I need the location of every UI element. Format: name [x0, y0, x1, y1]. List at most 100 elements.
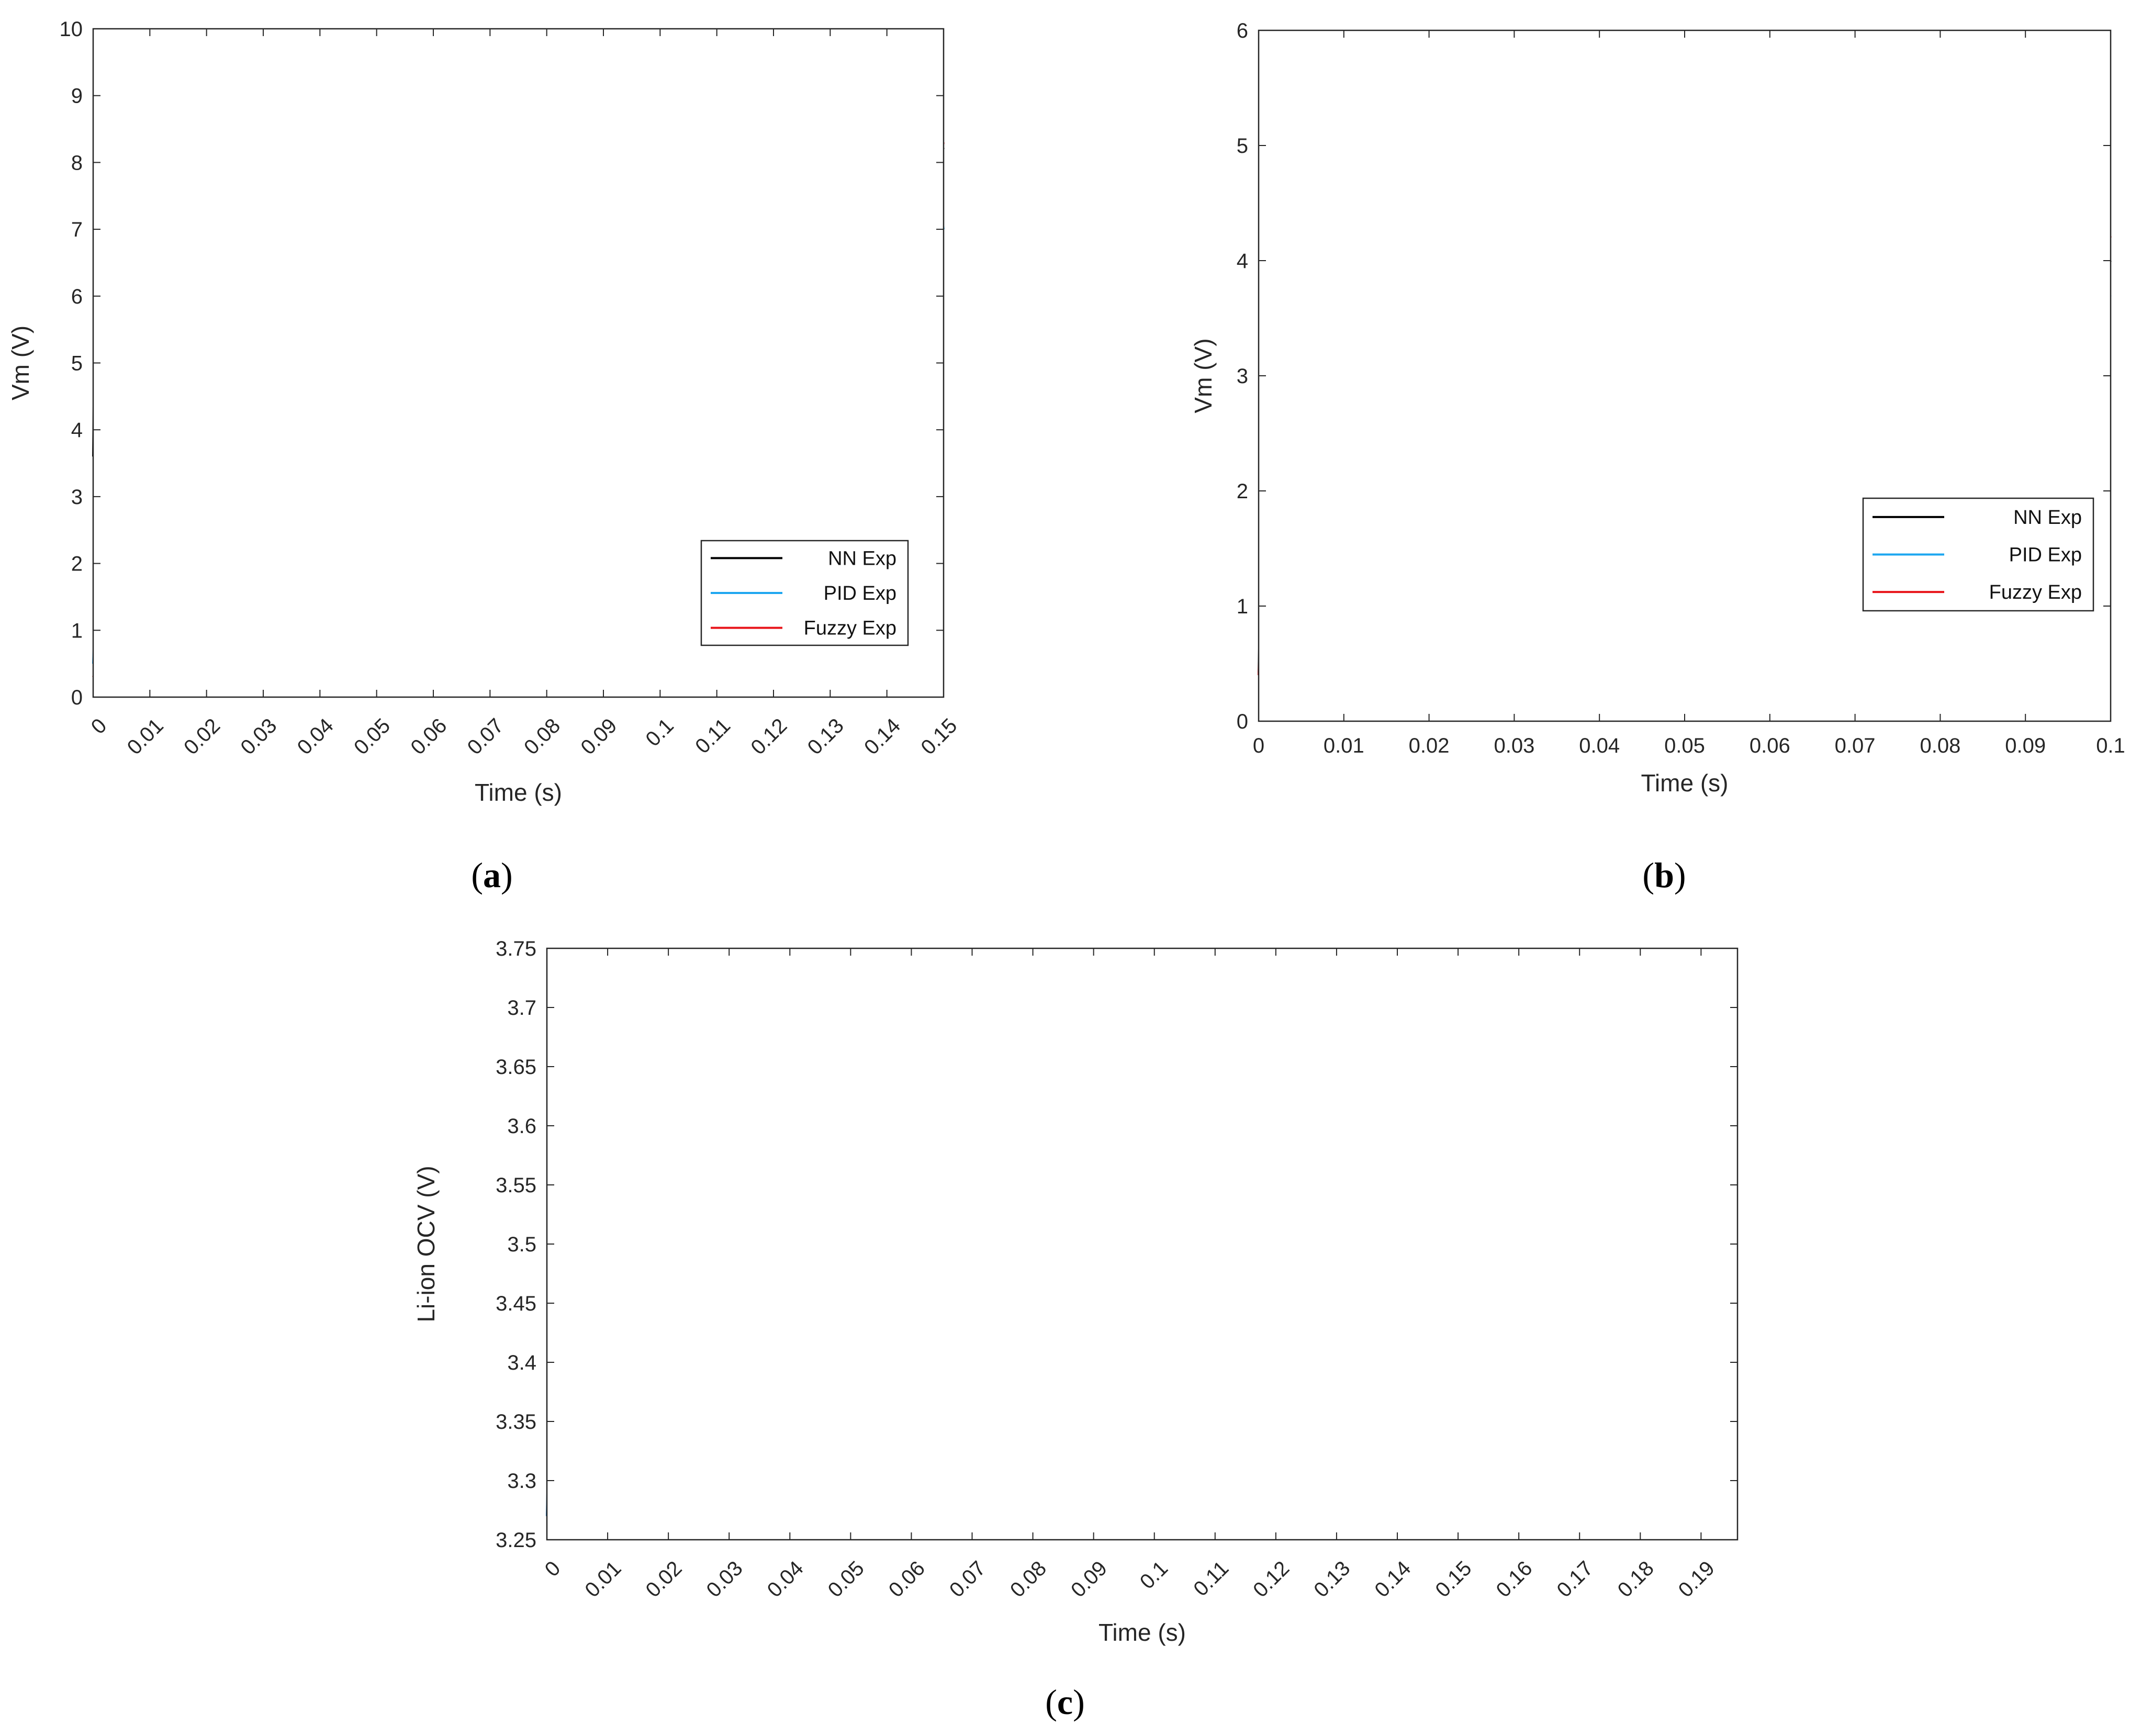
x-tick-label: 0 — [1253, 734, 1264, 757]
x-tick-label: 0.06 — [884, 1556, 929, 1601]
legend-label: PID Exp — [824, 583, 896, 604]
x-tick-label: 0.12 — [1249, 1556, 1294, 1601]
chart-panel-a: 0 0.01 0.02 0.03 0.04 0.05 0.06 0.07 0.08 0.09 0.1… — [7, 18, 962, 895]
y-tick-label: 7 — [71, 218, 83, 241]
legend-label: Fuzzy Exp — [804, 618, 896, 640]
chart-panel-c: 0 0.01 0.02 0.03 0.04 0.05 0.06 0.07 0.08 0.09 0.1… — [412, 937, 1739, 1722]
x-tick-label: 0.1 — [641, 714, 678, 751]
y-tick-label: 4 — [71, 419, 83, 442]
x-tick-label: 0 — [87, 714, 111, 738]
legend-label: Fuzzy Exp — [1989, 581, 2082, 603]
x-tick-label: 0.07 — [945, 1556, 990, 1601]
x-tick-label: 0.03 — [1494, 734, 1534, 757]
y-tick-label: 3.75 — [496, 937, 536, 960]
y-tick-label: 3.7 — [507, 996, 536, 1020]
x-tick-label: 0.09 — [576, 714, 621, 759]
panel-caption: (b) — [1642, 855, 1686, 895]
x-tick-label: 0 — [541, 1556, 565, 1581]
x-tick-label: 0.03 — [236, 714, 281, 759]
x-tick-label: 0.07 — [463, 714, 508, 759]
x-tick-label: 0.01 — [580, 1556, 625, 1601]
x-tick-label: 0.1 — [2096, 734, 2125, 757]
x-tick-label: 0.05 — [1664, 734, 1705, 757]
legend-label: NN Exp — [828, 547, 896, 569]
caption-paren-open: ( — [471, 855, 483, 895]
x-axis-label: Time (s) — [1098, 1619, 1186, 1646]
x-axis-label: Time (s) — [475, 779, 562, 806]
x-tick-label: 0.08 — [520, 714, 565, 759]
y-tick-label: 6 — [71, 285, 83, 308]
axes-frame — [1258, 29, 2112, 722]
y-tick-label: 9 — [71, 85, 83, 108]
x-tick-label: 0.11 — [1189, 1556, 1233, 1600]
x-tick-label: 0.13 — [1309, 1556, 1354, 1601]
y-tick-label: 3 — [1237, 365, 1248, 388]
caption-paren-close: ) — [1073, 1682, 1085, 1722]
y-tick-label: 3.25 — [496, 1529, 536, 1552]
x-axis-label: Time (s) — [1641, 769, 1729, 797]
panel-caption: (a) — [471, 855, 512, 895]
x-tick-label: 0.09 — [1067, 1556, 1112, 1601]
x-tick-label: 0.18 — [1613, 1556, 1658, 1601]
caption-paren-close: ) — [501, 855, 513, 895]
x-tick-label: 0.02 — [1409, 734, 1450, 757]
y-tick-label: 3.4 — [507, 1351, 536, 1374]
y-tick-label: 8 — [71, 151, 83, 174]
x-tick-label: 0.19 — [1674, 1556, 1719, 1601]
y-axis-label: Vm (V) — [1190, 338, 1217, 413]
x-tick-label: 0.08 — [1920, 734, 1960, 757]
x-tick-label: 0.1 — [1136, 1556, 1172, 1593]
caption-paren-open: ( — [1045, 1682, 1057, 1722]
x-tick-label: 0.02 — [180, 714, 225, 759]
y-tick-label: 3.55 — [496, 1174, 536, 1197]
caption-letter: c — [1057, 1682, 1073, 1722]
x-tick-label: 0.07 — [1835, 734, 1876, 757]
caption-letter: b — [1654, 855, 1674, 895]
x-tick-label: 0.15 — [1431, 1556, 1476, 1601]
caption-paren-close: ) — [1674, 855, 1686, 895]
y-axis-label: Li-ion OCV (V) — [412, 1166, 440, 1322]
x-tick-label: 0.08 — [1006, 1556, 1051, 1601]
y-tick-label: 6 — [1237, 19, 1248, 42]
x-tick-label: 0.06 — [1750, 734, 1790, 757]
x-tick-label: 0.13 — [803, 714, 848, 759]
x-tick-label: 0.15 — [916, 714, 961, 759]
y-tick-label: 3.6 — [507, 1115, 536, 1138]
legend: NN Exp PID Exp Fuzzy Exp — [700, 540, 909, 646]
x-tick-label: 0.16 — [1492, 1556, 1537, 1601]
caption-paren-open: ( — [1642, 855, 1654, 895]
y-tick-label: 1 — [1237, 595, 1248, 618]
x-tick-label: 0.04 — [293, 714, 338, 759]
x-tick-label: 0.04 — [763, 1556, 808, 1601]
legend-label: PID Exp — [2009, 544, 2082, 566]
legend: NN Exp PID Exp Fuzzy Exp — [1862, 497, 2094, 612]
y-tick-label: 3 — [71, 486, 83, 509]
x-tick-label: 0.02 — [641, 1556, 686, 1601]
y-tick-label: 3.3 — [507, 1470, 536, 1493]
caption-letter: a — [483, 855, 501, 895]
y-tick-label: 4 — [1237, 250, 1248, 273]
legend-label: NN Exp — [2013, 507, 2082, 529]
chart-panel-b: 0 0.01 0.02 0.03 0.04 0.05 0.06 0.07 0.08 0.09 0.1… — [1190, 19, 2125, 895]
y-tick-label: 5 — [71, 352, 83, 375]
panel-caption: (c) — [1045, 1682, 1085, 1722]
x-tick-label: 0.05 — [350, 714, 395, 759]
x-tick-label: 0.01 — [1324, 734, 1364, 757]
x-tick-label: 0.12 — [746, 714, 791, 759]
x-tick-label: 0.09 — [2005, 734, 2046, 757]
y-tick-label: 1 — [71, 619, 83, 642]
x-tick-label: 0.04 — [1579, 734, 1620, 757]
x-tick-label: 0.01 — [123, 714, 168, 759]
y-tick-label: 0 — [71, 686, 83, 709]
x-tick-label: 0.03 — [702, 1556, 747, 1601]
y-axis-label: Vm (V) — [7, 326, 34, 400]
x-tick-label: 0.14 — [1370, 1556, 1415, 1601]
x-tick-label: 0.06 — [406, 714, 451, 759]
x-tick-label: 0.17 — [1553, 1556, 1598, 1601]
y-tick-label: 2 — [71, 553, 83, 576]
y-tick-label: 3.5 — [507, 1233, 536, 1256]
x-tick-label: 0.05 — [824, 1556, 869, 1601]
y-tick-label: 0 — [1237, 710, 1248, 733]
axes-frame — [546, 947, 1739, 1541]
